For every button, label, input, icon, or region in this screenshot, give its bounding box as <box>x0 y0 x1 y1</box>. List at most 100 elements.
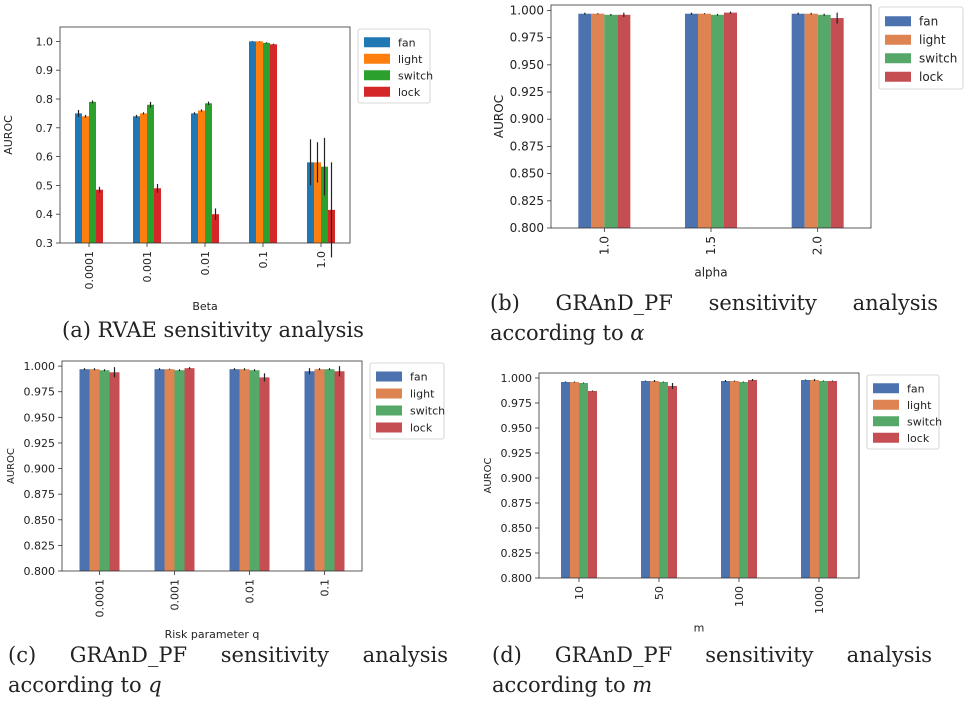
bar-switch-1.0 <box>321 166 328 243</box>
bar-light-100 <box>730 381 739 578</box>
y-tick-label: 0.900 <box>501 472 533 485</box>
legend-label-switch: switch <box>907 415 942 428</box>
x-tick-label: 50 <box>653 586 666 600</box>
y-axis-label: AUROC <box>2 115 15 155</box>
bar-fan-100 <box>721 381 730 578</box>
legend-label-lock: lock <box>398 86 421 99</box>
legend: fan light switch lock <box>866 374 942 450</box>
legend-label-fan: fan <box>907 382 925 395</box>
legend: fan light switch lock <box>369 362 445 440</box>
bar-light-1.0 <box>314 162 321 243</box>
bar-lock-1.0 <box>617 14 631 229</box>
bar-switch-0.0001 <box>99 370 110 571</box>
legend: fan light switch lock <box>878 6 964 90</box>
y-tick-label: 0.5 <box>36 179 54 192</box>
bar-lock-0.1 <box>334 371 345 571</box>
y-tick-label: 0.3 <box>36 237 54 250</box>
bar-light-0.1 <box>256 41 263 244</box>
bar-fan-0.0001 <box>75 113 82 244</box>
y-tick-label: 0.900 <box>24 463 56 476</box>
x-tick-label: 0.01 <box>199 251 212 276</box>
y-tick-label: 0.825 <box>510 194 544 208</box>
legend-label-lock: lock <box>410 422 433 435</box>
y-tick-label: 0.6 <box>36 151 54 164</box>
y-tick-label: 0.8 <box>36 93 54 106</box>
y-tick-label: 0.850 <box>501 522 533 535</box>
legend-label-light: light <box>410 388 435 401</box>
bar-lock-1000 <box>828 381 837 578</box>
x-tick-label: 0.1 <box>257 251 270 269</box>
legend: fan light switch lock <box>357 28 433 104</box>
bar-lock-0.0001 <box>96 189 103 243</box>
bar-switch-50 <box>659 382 668 578</box>
bar-lock-0.1 <box>270 44 277 243</box>
bar-lock-0.01 <box>259 377 270 571</box>
bar-fan-0.1 <box>304 371 315 571</box>
legend-swatch-switch <box>873 416 899 427</box>
y-tick-label: 0.875 <box>501 497 533 510</box>
bar-switch-0.1 <box>324 369 335 571</box>
bar-fan-0.1 <box>249 41 256 244</box>
legend-swatch-lock <box>873 432 899 443</box>
y-tick-label: 1.000 <box>501 372 533 385</box>
bar-light-0.0001 <box>89 369 100 571</box>
bar-lock-10 <box>588 391 597 578</box>
legend-swatch-light <box>885 34 911 45</box>
bar-light-0.0001 <box>82 116 89 243</box>
y-tick-label: 0.975 <box>501 397 533 410</box>
bar-fan-2.0 <box>791 13 805 229</box>
legend-label-fan: fan <box>398 36 416 49</box>
x-tick-label: 0.0001 <box>83 251 96 290</box>
legend-box <box>866 374 940 450</box>
y-tick-label: 0.9 <box>36 64 54 77</box>
legend-label-lock: lock <box>907 432 930 445</box>
bar-fan-1.0 <box>578 13 592 229</box>
bar-light-0.01 <box>239 369 250 571</box>
bar-light-1000 <box>810 380 819 578</box>
bar-switch-100 <box>739 382 748 578</box>
bar-lock-0.0001 <box>109 372 120 571</box>
legend-swatch-light <box>364 53 390 64</box>
chart-grandpf-q: 0.800 0.825 0.850 0.875 0.900 0.925 0.950 0.975… <box>6 360 445 641</box>
bar-fan-50 <box>641 381 650 578</box>
x-tick-label: 0.001 <box>169 579 182 611</box>
x-tick-label: 1.0 <box>315 251 328 269</box>
legend-label-switch: switch <box>398 69 433 82</box>
y-tick-label: 0.875 <box>510 139 544 153</box>
y-tick-label: 0.7 <box>36 122 54 135</box>
y-axis-label: AUROC <box>483 458 494 494</box>
y-tick-label: 0.975 <box>24 386 56 399</box>
y-tick-label: 1.000 <box>510 3 544 17</box>
caption-a: (a) RVAE sensitivity analysis <box>62 318 364 342</box>
caption-b: (b) GRAnD_PF sensitivity analysis accord… <box>490 291 938 345</box>
bar-fan-1.5 <box>685 13 698 229</box>
bar-light-0.01 <box>198 110 205 244</box>
bar-fan-0.001 <box>154 369 165 571</box>
bar-fan-1000 <box>801 380 810 578</box>
bar-fan-0.0001 <box>79 369 90 571</box>
bar-switch-0.01 <box>205 103 212 243</box>
bar-lock-0.001 <box>154 188 161 243</box>
x-axis-label: Beta <box>192 300 217 313</box>
bar-light-0.001 <box>164 369 175 571</box>
legend-swatch-light <box>376 388 402 399</box>
bar-light-2.0 <box>804 13 818 229</box>
bar-switch-1.0 <box>604 14 618 229</box>
x-axis-label: alpha <box>694 265 727 279</box>
y-tick-label: 0.925 <box>510 85 544 99</box>
y-tick-label: 1.000 <box>24 360 56 373</box>
bar-switch-0.001 <box>174 370 185 571</box>
bar-lock-50 <box>668 386 677 578</box>
y-tick-label: 0.800 <box>501 572 533 585</box>
x-tick-label: 0.001 <box>141 251 154 283</box>
x-tick-label: 0.1 <box>319 579 332 597</box>
legend-swatch-lock <box>364 86 390 97</box>
y-tick-label: 0.950 <box>501 422 533 435</box>
legend-label-fan: fan <box>919 14 938 28</box>
y-tick-label: 1.0 <box>36 35 54 48</box>
x-tick-label: 0.0001 <box>94 579 107 618</box>
bar-lock-2.0 <box>830 18 844 228</box>
legend-swatch-switch <box>364 70 390 81</box>
y-tick-label: 0.800 <box>510 221 544 235</box>
legend-swatch-fan <box>364 37 390 48</box>
